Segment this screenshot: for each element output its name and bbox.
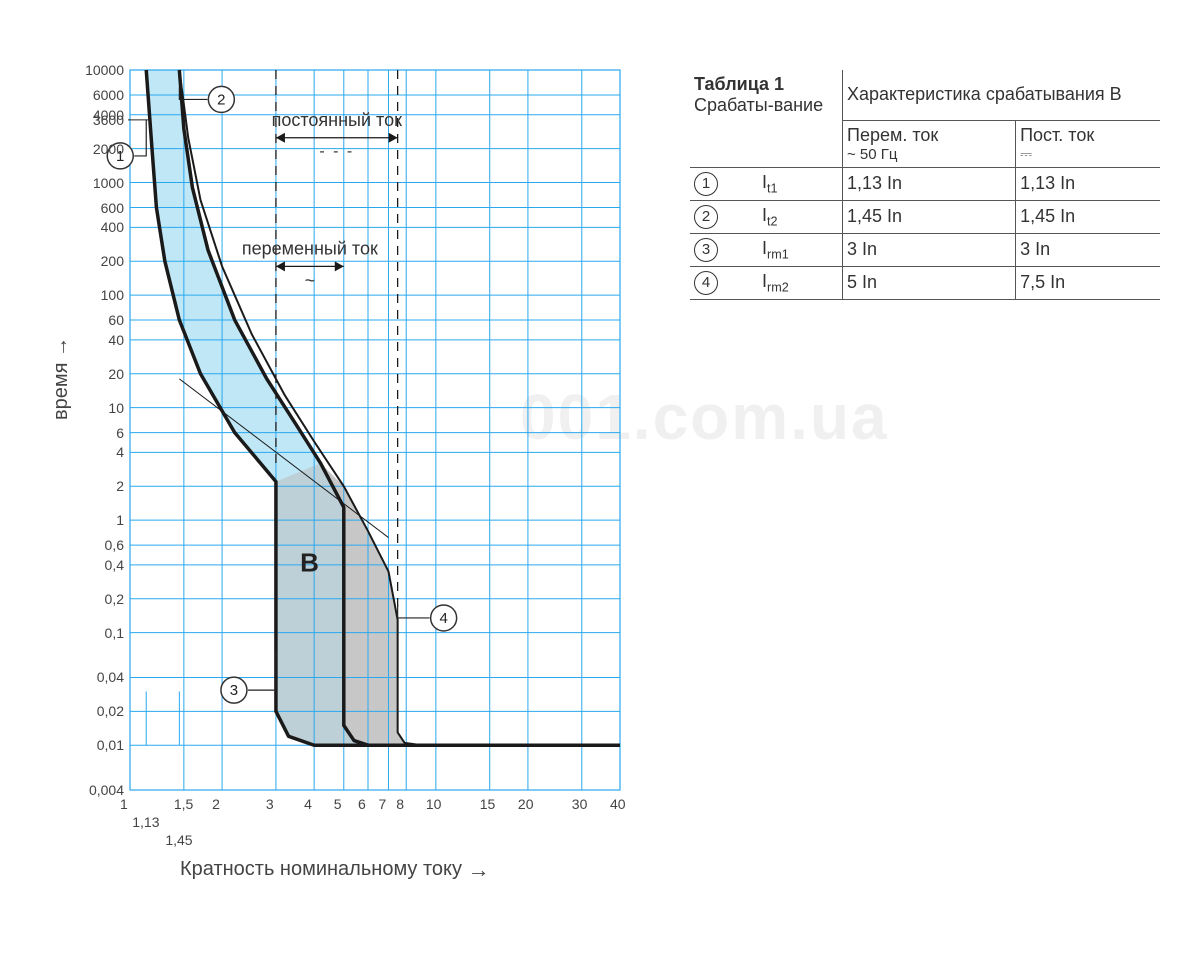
y-tick-label: 0,04 bbox=[64, 669, 124, 685]
y-tick-label: 0,4 bbox=[64, 557, 124, 573]
y-tick-label: 100 bbox=[64, 287, 124, 303]
x-tick-label: 1,5 bbox=[174, 796, 193, 812]
row-ac-value: 3 In bbox=[843, 233, 1016, 266]
svg-text:B: B bbox=[300, 547, 319, 577]
row-dc-value: 7,5 In bbox=[1016, 266, 1160, 299]
table-header-row: Таблица 1 Срабаты-вание Характеристика с… bbox=[690, 70, 1160, 120]
row-dc-value: 1,45 In bbox=[1016, 200, 1160, 233]
row-badge: 4 bbox=[694, 271, 718, 295]
y-tick-label: 0,1 bbox=[64, 625, 124, 641]
table-row: 1It11,13 In1,13 In bbox=[690, 167, 1160, 200]
y-tick-label: 0,2 bbox=[64, 591, 124, 607]
y-tick-label: 0,004 bbox=[64, 782, 124, 798]
row-ac-value: 5 In bbox=[843, 266, 1016, 299]
svg-text:- - -: - - - bbox=[319, 143, 354, 160]
y-tick-label: 10 bbox=[64, 400, 124, 416]
svg-text:3: 3 bbox=[230, 682, 238, 699]
y-tick-label: 6 bbox=[64, 425, 124, 441]
x-axis-arrow-icon: → bbox=[468, 857, 490, 882]
x-tick-label: 6 bbox=[358, 796, 366, 812]
y-tick-label: 2000 bbox=[64, 141, 124, 157]
x-tick-label: 4 bbox=[304, 796, 312, 812]
row-symbol: Irm1 bbox=[758, 233, 843, 266]
y-tick-label: 40 bbox=[64, 332, 124, 348]
row-ac-value: 1,13 In bbox=[843, 167, 1016, 200]
y-tick-label: 400 bbox=[64, 219, 124, 235]
y-tick-label: 0,02 bbox=[64, 703, 124, 719]
y-tick-label: 0,6 bbox=[64, 537, 124, 553]
x-axis-label-text: Кратность номинальному току bbox=[180, 858, 462, 880]
svg-text:переменный ток: переменный ток bbox=[242, 238, 378, 258]
y-tick-label: 0,01 bbox=[64, 737, 124, 753]
page-root: 001.com.ua ~переменный ток- - -постоянны… bbox=[0, 0, 1200, 960]
x-tick-label: 3 bbox=[266, 796, 274, 812]
table-row: 4 Irm25 In7,5 In bbox=[690, 266, 1160, 299]
x-tick-label: 40 bbox=[610, 796, 626, 812]
row-symbol: Irm2 bbox=[758, 266, 843, 299]
table-title: Таблица 1 bbox=[694, 74, 832, 95]
x-tick-label: 7 bbox=[378, 796, 386, 812]
row-badge: 1 bbox=[694, 172, 718, 196]
col-dc-sub: ⎓ bbox=[1020, 146, 1150, 163]
x-tick-label: 8 bbox=[396, 796, 404, 812]
y-extra-tick-label: 3600 bbox=[64, 112, 124, 128]
y-tick-label: 600 bbox=[64, 200, 124, 216]
table-element: Таблица 1 Срабаты-вание Характеристика с… bbox=[690, 70, 1160, 300]
y-tick-label: 20 bbox=[64, 366, 124, 382]
col-dc-label: Пост. ток bbox=[1020, 125, 1150, 146]
x-tick-label: 10 bbox=[426, 796, 442, 812]
row-badge: 2 bbox=[694, 205, 718, 229]
table-char-header: Характеристика срабатывания В bbox=[847, 84, 1150, 105]
y-tick-label: 10000 bbox=[64, 62, 124, 78]
table-subhead-row: Перем. ток ~ 50 Гц Пост. ток ⎓ bbox=[690, 120, 1160, 167]
trip-curve-chart: ~переменный ток- - -постоянный токB1234 … bbox=[60, 60, 680, 850]
x-tick-label: 1 bbox=[120, 796, 128, 812]
row-dc-value: 3 In bbox=[1016, 233, 1160, 266]
col-ac-label: Перем. ток bbox=[847, 125, 1005, 146]
x-tick-label: 15 bbox=[480, 796, 496, 812]
x-axis-label: Кратность номинальному току → bbox=[180, 855, 490, 881]
characteristics-table: Таблица 1 Срабаты-вание Характеристика с… bbox=[690, 70, 1160, 300]
chart-svg: ~ переменный ток - - - постоянный ток B 1 2 3 4 bbox=[60, 60, 680, 850]
table-subtitle: Срабаты-вание bbox=[694, 95, 832, 116]
table-row: 3Irm13 In3 In bbox=[690, 233, 1160, 266]
y-tick-label: 1000 bbox=[64, 175, 124, 191]
y-tick-label: 6000 bbox=[64, 87, 124, 103]
svg-text:постоянный ток: постоянный ток bbox=[272, 110, 402, 130]
svg-text:2: 2 bbox=[217, 91, 225, 108]
svg-text:4: 4 bbox=[439, 610, 447, 627]
y-tick-label: 2 bbox=[64, 478, 124, 494]
x-extra-tick-label: 1,13 bbox=[132, 814, 159, 830]
row-badge: 3 bbox=[694, 238, 718, 262]
y-tick-label: 200 bbox=[64, 253, 124, 269]
row-dc-value: 1,13 In bbox=[1016, 167, 1160, 200]
col-ac-sub: ~ 50 Гц bbox=[847, 146, 1005, 163]
y-tick-label: 1 bbox=[64, 512, 124, 528]
y-tick-label: 4 bbox=[64, 444, 124, 460]
x-tick-label: 30 bbox=[572, 796, 588, 812]
row-symbol: It2 bbox=[758, 200, 843, 233]
svg-text:~: ~ bbox=[305, 270, 316, 290]
row-symbol: It1 bbox=[758, 167, 843, 200]
x-extra-tick-label: 1,45 bbox=[165, 832, 192, 848]
x-tick-label: 20 bbox=[518, 796, 534, 812]
y-tick-label: 60 bbox=[64, 312, 124, 328]
x-tick-label: 2 bbox=[212, 796, 220, 812]
table-row: 2It21,45 In1,45 In bbox=[690, 200, 1160, 233]
x-tick-label: 5 bbox=[334, 796, 342, 812]
row-ac-value: 1,45 In bbox=[843, 200, 1016, 233]
